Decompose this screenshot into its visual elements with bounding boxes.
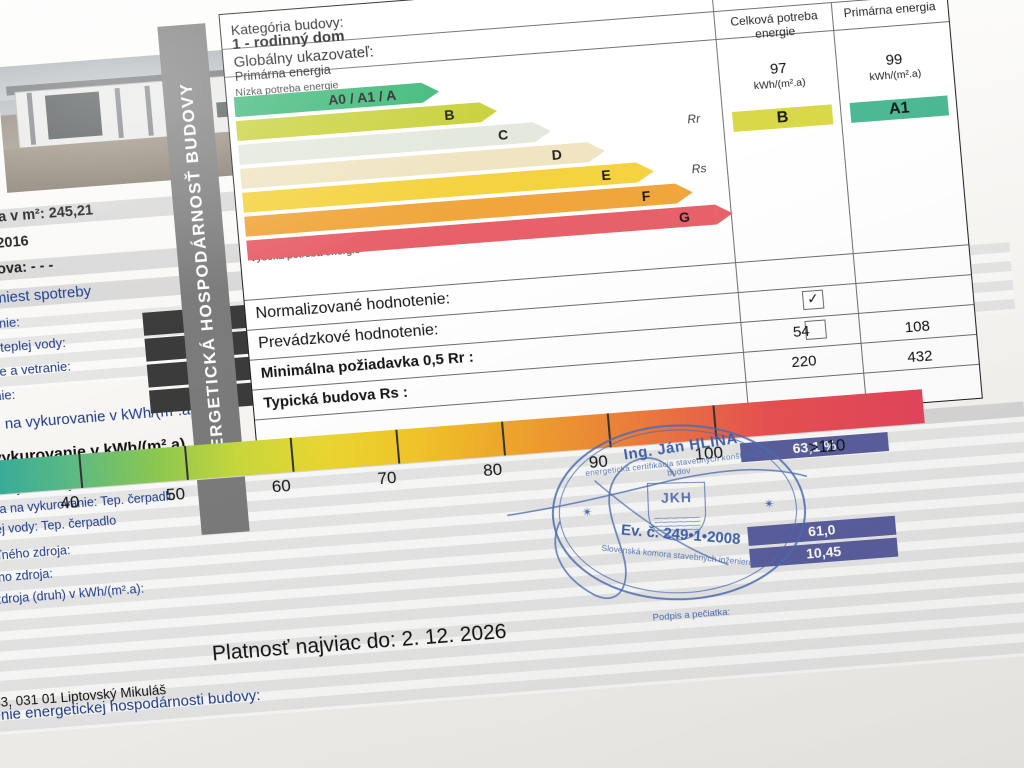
energy-band-label: F [641, 187, 651, 205]
table-typical-col1: 220 [790, 352, 818, 372]
scale-tick-50: 50 [165, 484, 186, 505]
official-stamp: Ing. Ján HLINA energetická certifikácia … [548, 421, 810, 617]
table-col-header-primary-energy: Primárna energia [843, 0, 937, 21]
table-row-minimum-requirement: Minimálna požiadavka 0,5 Rr : [260, 348, 475, 382]
scale-tick-70: 70 [376, 467, 398, 489]
table-col-header-total-demand: Celková potreba energie [729, 8, 819, 41]
scale-tick-40: 40 [59, 492, 81, 513]
stamp-star-icon: ✴ [763, 496, 775, 512]
table-row-normalized-rating: Normalizované hodnotenie: [254, 290, 451, 323]
energy-band-label: C [497, 126, 509, 144]
scale-tick-60: 60 [271, 475, 292, 497]
checkbox-operational-rating[interactable]: ✓ [801, 289, 825, 311]
table-min-req-col1: 54 [792, 322, 811, 341]
energy-band-label: B [443, 106, 456, 124]
class-badge-primary-energy: A1 [849, 95, 950, 123]
energy-band-label: G [678, 208, 691, 226]
energy-band-label: E [600, 166, 612, 184]
energy-band-label: D [550, 146, 563, 163]
energy-class-bands: A0 / A1 / A B C D E F G [232, 39, 768, 278]
stamp-shield-text: JKH [660, 489, 693, 506]
photo-recess [44, 91, 103, 140]
energy-band-label: A0 / A1 / A [327, 86, 397, 108]
